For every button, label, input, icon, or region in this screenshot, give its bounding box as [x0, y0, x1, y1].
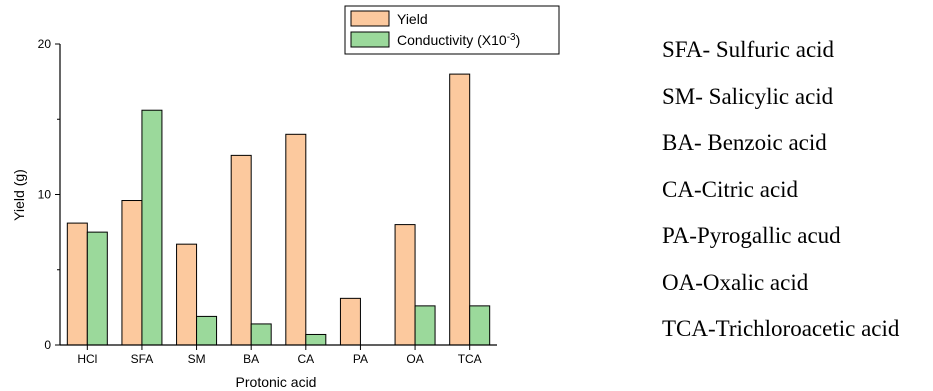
bars-group: [66, 73, 491, 346]
conductivity-bar-ba: [250, 323, 272, 346]
yield-bar-oa: [394, 224, 416, 346]
legend-swatch-1: [350, 31, 390, 48]
x-tick-label-sfa: SFA: [131, 352, 154, 366]
abbreviation-item: TCA-Trichloroacetic acid: [662, 316, 900, 341]
y-tick-label: 10: [38, 188, 52, 202]
conductivity-bar-tca: [469, 305, 491, 346]
axes-group: 0 10 20 HCl SFA SM BA CA PA OA TCA: [38, 37, 497, 366]
x-tick-label-sm: SM: [188, 352, 206, 366]
abbreviation-item: SFA- Sulfuric acid: [662, 37, 835, 62]
y-tick-label: 0: [44, 338, 51, 352]
x-tick-label-ca: CA: [297, 352, 314, 366]
legend: Yield Conductivity (X10-3): [344, 5, 560, 55]
legend-label-0: Yield: [397, 11, 428, 27]
bar-chart: 0 10 20 HCl SFA SM BA CA PA OA TCA Protonic acid Y…: [11, 5, 560, 390]
conductivity-bar-oa: [414, 305, 436, 346]
legend-label-1: Conductivity (X10-3): [397, 32, 520, 49]
yield-bar-sm: [176, 243, 198, 346]
abbreviation-list: SFA- Sulfuric acid SM- Salicylic acid BA- …: [662, 36, 899, 362]
abbreviation-item: CA-Citric acid: [662, 176, 799, 202]
x-tick-label-tca: TCA: [458, 352, 482, 366]
yield-bar-sfa: [121, 200, 143, 346]
abbreviation-item: PA-Pyrogallic acud: [662, 223, 841, 248]
conductivity-bar-hcl: [86, 231, 108, 346]
yield-bar-hcl: [66, 222, 88, 346]
abbreviation-item: OA-Oxalic acid: [662, 269, 809, 295]
x-tick-label-hcl: HCl: [77, 352, 97, 366]
legend-swatch-0: [350, 10, 390, 27]
y-tick-label: 20: [38, 37, 52, 51]
abbreviation-item: BA- Benzoic acid: [662, 130, 827, 155]
yield-bar-ba: [230, 154, 252, 346]
x-tick-label-oa: OA: [406, 352, 423, 366]
conductivity-bar-sfa: [141, 109, 163, 346]
x-tick-label-pa: PA: [353, 352, 368, 366]
x-axis-title: Protonic acid: [236, 374, 317, 390]
y-axis-title: Yield (g): [11, 169, 27, 221]
abbreviation-item: SM- Salicylic acid: [662, 83, 834, 109]
conductivity-bar-sm: [196, 315, 218, 346]
yield-bar-ca: [285, 133, 307, 346]
x-tick-label-ba: BA: [243, 352, 259, 366]
yield-bar-tca: [449, 73, 471, 346]
yield-bar-pa: [339, 297, 361, 346]
conductivity-bar-ca: [305, 333, 327, 346]
